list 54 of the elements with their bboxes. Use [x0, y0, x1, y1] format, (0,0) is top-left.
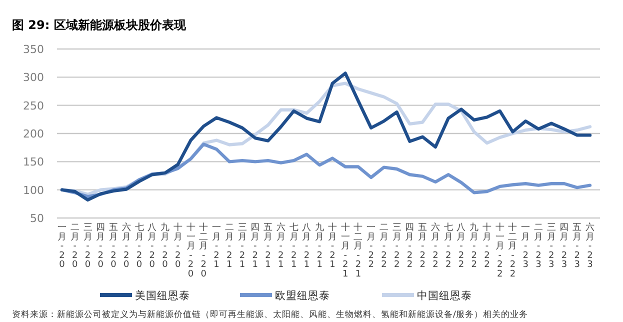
legend-label: 美国纽恩泰 [135, 289, 190, 302]
x-tick-label: 六月-21 [276, 222, 286, 270]
x-tick-label: 三月-20 [83, 223, 92, 270]
x-tick-label: 五月-20 [109, 223, 118, 270]
x-tick-label: 四月-22 [405, 223, 414, 270]
x-tick-label: 三月-22 [392, 223, 402, 270]
x-tick-label: 七月-22 [444, 222, 453, 270]
x-tick-label: 十二月-21 [354, 222, 363, 280]
y-tick-label: 350 [23, 43, 44, 56]
y-tick-label: 250 [23, 99, 44, 112]
x-tick-label: 九月-22 [470, 222, 479, 270]
legend-label: 中国纽恩泰 [417, 289, 472, 302]
x-tick-label: 八月-20 [148, 222, 157, 270]
x-tick-label: 六月-20 [122, 222, 131, 270]
x-tick-label: 二月-20 [70, 223, 80, 270]
x-tick-label: 六月-23 [586, 222, 594, 270]
x-tick-label: 二月-21 [224, 223, 234, 270]
x-tick-label: 六月-22 [430, 222, 440, 270]
text: 资料来源：新能源公司被定义为与新能源价值链（即可再生能源、太阳能、风能、生物燃料、氢能和新能源设备/服务）相关的业务 [12, 309, 528, 320]
x-tick-label: 十二月-20 [199, 222, 208, 280]
x-tick-label: 二月-22 [379, 223, 388, 270]
x-tick-label: 九月-21 [315, 222, 324, 270]
x-tick-label: 四月-21 [250, 223, 260, 270]
x-tick-label: 十二月-22 [508, 222, 518, 280]
x-tick-label: 七月-21 [289, 222, 298, 270]
x-tick-label: 五月-21 [264, 223, 273, 270]
legend-label: 欧盟纽恩泰 [275, 290, 330, 302]
x-tick-label: 十一月-22 [495, 222, 504, 280]
chart-title: 图 29: 区域新能源板块股价表现 [12, 18, 187, 32]
x-tick-label: 四月-20 [96, 223, 106, 270]
x-tick-label: 一月-22 [366, 223, 376, 270]
y-tick-label: 50 [30, 212, 44, 225]
x-tick-label: 一月-20 [58, 223, 66, 270]
x-tick-label: 一月-21 [212, 223, 222, 270]
x-tick-label: 五月-23 [572, 223, 582, 270]
y-tick-label: 200 [23, 128, 44, 140]
y-tick-label: 300 [23, 71, 44, 84]
x-tick-label: 五月-22 [418, 223, 428, 270]
x-tick-label: 九月-20 [160, 222, 170, 270]
x-tick-label: 八月-21 [302, 222, 312, 270]
y-tick-label: 100 [23, 184, 44, 197]
x-tick-label: 十月-22 [482, 222, 492, 270]
x-tick-label: 十月-20 [173, 222, 182, 270]
x-tick-label: 三月-23 [546, 223, 556, 270]
x-tick-label: 四月-23 [560, 223, 569, 270]
x-tick-label: 十一月-21 [340, 222, 350, 280]
x-tick-label: 二月-23 [534, 223, 543, 270]
y-tick-label: 150 [23, 156, 44, 169]
x-tick-label: 十一月-20 [186, 222, 196, 280]
x-tick-label: 一月-23 [521, 223, 530, 270]
x-tick-label: 八月-22 [456, 222, 466, 270]
x-tick-label: 十月-21 [328, 222, 337, 270]
x-tick-label: 七月-20 [134, 222, 144, 270]
x-tick-label: 三月-21 [238, 223, 247, 270]
